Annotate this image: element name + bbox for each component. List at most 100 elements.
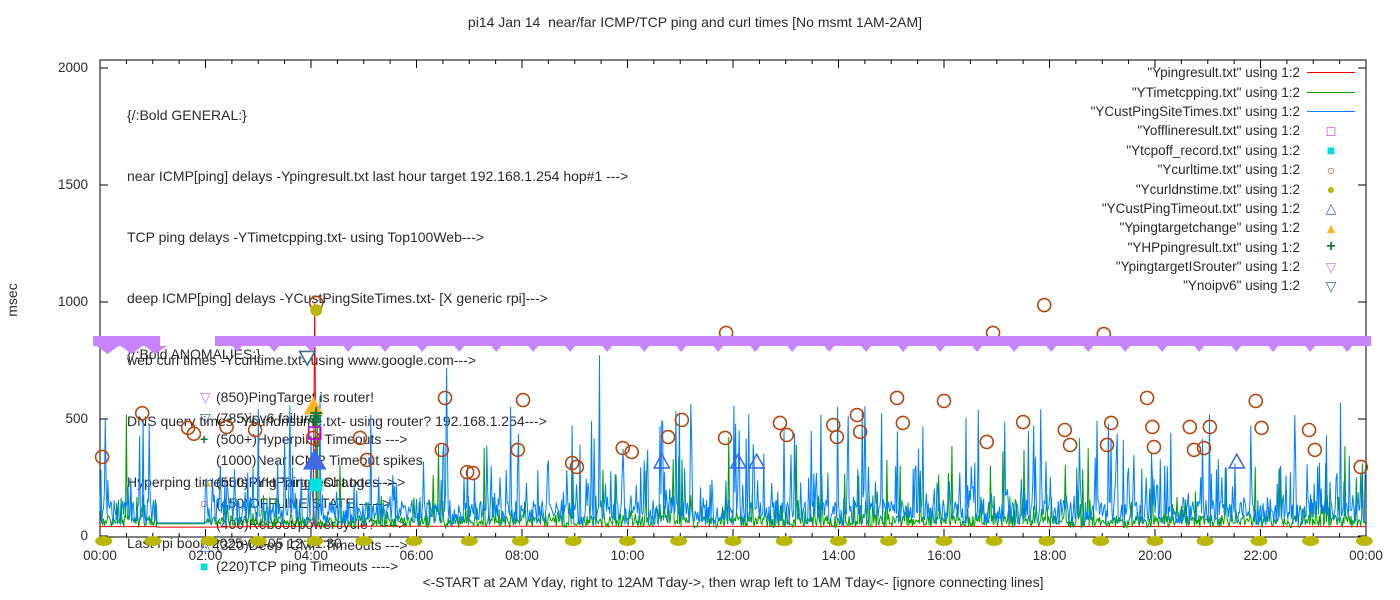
router-target-band xyxy=(93,336,161,346)
marker-axis-dot xyxy=(460,536,478,546)
x-tick-label: 06:00 xyxy=(399,548,434,563)
marker-circle-open xyxy=(717,430,733,446)
anomaly-text: (500+)Hyperping Timeouts ---> xyxy=(216,431,408,448)
router-target-band-tooth xyxy=(1342,346,1353,352)
x-tick-label: 20:00 xyxy=(1138,548,1172,563)
marker-triangle-up xyxy=(652,452,671,469)
marker-circle-open xyxy=(1103,415,1119,431)
marker-circle-open xyxy=(219,419,234,435)
legend-entry: "Ytcpoff_record.txt" using 1:2 ■ xyxy=(980,141,1362,160)
anomaly-text: (220)TCP ping Timeouts ----> xyxy=(216,558,399,575)
anomaly-marker-icon: ▽ xyxy=(200,388,211,405)
router-target-band-tooth xyxy=(343,346,354,352)
legend-swatch-triangle-down-open-icon: ▽ xyxy=(1325,258,1337,275)
router-target-band-tooth xyxy=(1120,346,1131,352)
legend-entry: "YTimetcpping.txt" using 1:2 xyxy=(980,82,1362,101)
router-target-band-tooth xyxy=(120,346,143,354)
router-target-band-tooth xyxy=(565,346,576,352)
marker-circle-open xyxy=(1196,440,1212,456)
marker-circle-open xyxy=(94,449,110,465)
legend-label: "Ypingresult.txt" using 1:2 xyxy=(1147,65,1300,81)
legend-swatch-plus-icon: + xyxy=(1326,238,1336,256)
router-target-band-tooth xyxy=(787,346,798,352)
marker-axis-dot xyxy=(355,536,373,546)
router-target-band-tooth xyxy=(1363,336,1372,344)
marker-circle-open xyxy=(569,459,585,475)
legend-entry: "Ypingtargetchange" using 1:2 ▲ xyxy=(980,218,1362,237)
marker-circle-open xyxy=(459,464,475,480)
x-tick-label: 14:00 xyxy=(821,548,856,563)
router-target-band-tooth xyxy=(935,346,946,352)
marker-axis-dot xyxy=(511,536,529,546)
legend-swatch-triangle-up-filled-icon: ▲ xyxy=(1324,219,1338,236)
legend-entry: "Ycurldnstime.txt" using 1:2 ● xyxy=(980,179,1362,198)
router-target-band-tooth xyxy=(417,346,428,352)
y-tick-label: 1000 xyxy=(57,294,88,309)
marker-axis-dot xyxy=(306,536,324,546)
router-target-band-tooth xyxy=(96,346,119,354)
marker-circle-open xyxy=(1301,422,1317,438)
x-tick-label: 10:00 xyxy=(610,548,645,563)
marker-circle-open xyxy=(624,444,640,460)
plot-legend: "Ypingresult.txt" using 1:2 "YTimetcpping… xyxy=(980,63,1362,296)
marker-square-filled xyxy=(309,478,323,492)
marker-axis-dot xyxy=(144,536,162,546)
router-target-band-tooth xyxy=(306,346,317,352)
marker-circle-filled xyxy=(310,304,323,317)
marker-axis-dot xyxy=(830,536,847,546)
marker-axis-dot xyxy=(985,536,1003,546)
router-target-band-tooth xyxy=(1083,346,1094,352)
marker-circle-open xyxy=(465,465,481,481)
marker-circle-open xyxy=(1182,419,1198,435)
legend-label: "Ypingtargetchange" using 1:2 xyxy=(1119,220,1300,236)
anomaly-item: + (500+)Hyperping Timeouts ---> xyxy=(127,429,423,450)
marker-axis-dot xyxy=(95,536,113,546)
x-tick-label: 16:00 xyxy=(927,548,961,563)
chart-title: pi14 Jan 14 near/far ICMP/TCP ping and c… xyxy=(467,14,923,30)
marker-circle-open xyxy=(1202,419,1218,435)
router-target-band-tooth xyxy=(454,346,465,352)
marker-circle-open xyxy=(1099,437,1115,453)
marker-circle-open xyxy=(895,415,911,431)
legend-swatch-triangle-down-open-icon: ▽ xyxy=(1325,277,1337,294)
anomaly-marker-icon: ○ xyxy=(200,494,209,511)
marker-circle-open xyxy=(779,427,795,443)
router-target-band-tooth xyxy=(1009,346,1020,352)
router-target-band-tooth xyxy=(1231,346,1242,352)
x-tick-label: 18:00 xyxy=(1032,548,1067,563)
legend-label: "Ycurldnstime.txt" using 1:2 xyxy=(1135,181,1300,197)
legend-label: "Ytcpoff_record.txt" using 1:2 xyxy=(1126,142,1300,158)
router-target-band-tooth xyxy=(380,346,391,352)
marker-axis-dot xyxy=(775,536,793,546)
marker-circle-open xyxy=(936,393,952,409)
legend-label: "Ynoipv6" using 1:2 xyxy=(1183,278,1300,294)
legend-label: "YCustPingSiteTimes.txt" using 1:2 xyxy=(1090,103,1300,119)
router-target-band-tooth xyxy=(269,346,280,352)
general-line: DNS query times -Ycurldnstime.txt- using… xyxy=(127,412,547,429)
router-target-band-tooth xyxy=(528,346,539,352)
marker-axis-dot xyxy=(249,536,267,546)
marker-circle-open xyxy=(515,392,531,408)
router-target-band-tooth xyxy=(639,346,650,352)
marker-axis-dot xyxy=(1196,536,1214,546)
legend-swatch-circle-filled-icon: ● xyxy=(1326,181,1336,198)
marker-axis-dot xyxy=(1146,536,1164,546)
legend-swatch-triangle-up-open-icon: △ xyxy=(1325,200,1337,217)
marker-circle-open xyxy=(660,429,676,445)
marker-axis-dot xyxy=(405,536,423,546)
legend-entry: "Ypingresult.txt" using 1:2 xyxy=(980,63,1362,82)
marker-triangle-up xyxy=(729,452,748,469)
legend-entry: "Ycurltime.txt" using 1:2 ○ xyxy=(980,160,1362,179)
marker-circle-open xyxy=(1307,442,1323,458)
marker-circle-open xyxy=(305,430,321,446)
marker-circle-open xyxy=(247,422,263,438)
marker-circle-open xyxy=(852,424,868,440)
legend-entry: "YHPpingresult.txt" using 1:2 + xyxy=(980,238,1362,257)
legend-entry: "YCustPingTimeout.txt" using 1:2 △ xyxy=(980,199,1362,218)
marker-circle-open xyxy=(186,426,202,442)
router-target-band-tooth xyxy=(898,346,909,352)
legend-entry: "YpingtargetISrouter" using 1:2 ▽ xyxy=(980,257,1362,276)
marker-triangle-up xyxy=(1227,452,1246,469)
marker-axis-dot xyxy=(619,536,636,546)
